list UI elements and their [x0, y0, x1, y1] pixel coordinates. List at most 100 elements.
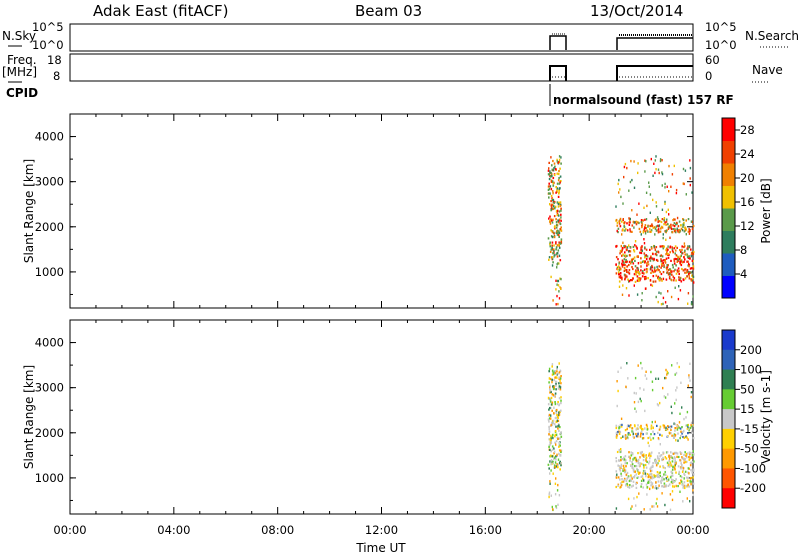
- scatter-point: [560, 219, 562, 222]
- scatter-point: [620, 425, 623, 428]
- scatter-point: [686, 410, 689, 414]
- scatter-point: [692, 275, 695, 279]
- scatter-point: [625, 228, 627, 231]
- scatter-point: [681, 432, 683, 435]
- scatter-point: [554, 441, 556, 444]
- scatter-point: [618, 220, 620, 223]
- scatter-point: [665, 457, 668, 460]
- scatter-point: [672, 479, 674, 482]
- scatter-point: [679, 437, 681, 440]
- nave-tick-top: 60: [705, 53, 720, 67]
- scatter-point: [661, 485, 664, 488]
- scatter-point: [649, 193, 652, 196]
- scatter-point: [645, 466, 648, 469]
- scatter-point: [549, 472, 551, 475]
- scatter-point: [553, 250, 555, 253]
- scatter-point: [645, 191, 648, 194]
- scatter-point: [647, 263, 650, 266]
- scatter-point: [649, 211, 651, 214]
- scatter-point: [552, 200, 555, 203]
- scatter-point: [687, 438, 689, 441]
- scatter-point: [637, 255, 639, 258]
- scatter-point: [641, 475, 644, 478]
- scatter-point: [645, 248, 648, 251]
- scatter-point: [653, 433, 656, 436]
- scatter-point: [551, 363, 554, 366]
- scatter-point: [549, 377, 552, 381]
- scatter-point: [675, 371, 678, 375]
- scatter-point: [648, 474, 650, 477]
- scatter-point: [658, 457, 660, 461]
- scatter-point: [644, 260, 646, 263]
- scatter-point: [548, 167, 550, 170]
- scatter-point: [692, 493, 694, 497]
- scatter-point: [558, 170, 560, 173]
- scatter-point: [627, 377, 629, 380]
- scatter-point: [555, 381, 558, 384]
- scatter-point: [641, 226, 643, 229]
- scatter-point: [637, 221, 639, 224]
- freq-trace-1: [549, 65, 567, 81]
- scatter-point: [668, 277, 671, 280]
- scatter-point: [655, 205, 658, 208]
- scatter-point: [558, 158, 561, 162]
- scatter-point: [554, 430, 557, 433]
- scatter-point: [684, 169, 687, 172]
- scatter-point: [647, 436, 649, 440]
- scatter-point: [632, 277, 634, 280]
- freq-tick-bottom: 8: [53, 69, 60, 83]
- scatter-point: [557, 214, 560, 217]
- scatter-point: [557, 234, 560, 237]
- scatter-point: [682, 182, 684, 185]
- scatter-point: [558, 188, 560, 192]
- scatter-point: [663, 478, 665, 481]
- scatter-point: [675, 478, 677, 481]
- scatter-point: [649, 469, 652, 473]
- scatter-point: [626, 484, 629, 487]
- scatter-point: [668, 276, 671, 279]
- scatter-point: [676, 269, 679, 272]
- colorbar-tick-label: 16: [740, 195, 755, 209]
- y-tick-label: 4000: [35, 130, 64, 144]
- scatter-point: [627, 271, 630, 274]
- scatter-point: [628, 189, 630, 192]
- scatter-point: [649, 279, 652, 282]
- scatter-point: [621, 480, 623, 484]
- scatter-point: [547, 169, 550, 172]
- scatter-point: [687, 485, 689, 488]
- scatter-point: [669, 273, 671, 276]
- scatter-point: [560, 402, 562, 405]
- scatter-point: [634, 259, 636, 262]
- scatter-point: [646, 262, 648, 265]
- scatter-point: [664, 200, 666, 204]
- scatter-point: [654, 227, 657, 230]
- scatter-point: [548, 258, 550, 261]
- scatter-point: [678, 228, 680, 232]
- scatter-point: [692, 295, 694, 298]
- scatter-point: [617, 370, 619, 373]
- scatter-point: [690, 271, 693, 274]
- scatter-point: [644, 374, 646, 377]
- scatter-point: [559, 286, 561, 289]
- scatter-point: [649, 478, 651, 481]
- scatter-point: [689, 271, 691, 274]
- scatter-point: [665, 229, 667, 233]
- scatter-point: [618, 468, 621, 471]
- scatter-point: [673, 435, 675, 438]
- scatter-point: [674, 249, 677, 252]
- scatter-point: [668, 457, 671, 460]
- scatter-point: [689, 166, 692, 170]
- scatter-point: [648, 454, 650, 457]
- scatter-point: [616, 224, 619, 227]
- scatter-point: [665, 484, 667, 487]
- scatter-point: [637, 262, 640, 265]
- scatter-point: [622, 480, 625, 483]
- scatter-point: [681, 406, 683, 409]
- scatter-point: [690, 480, 692, 483]
- scatter-point: [663, 245, 665, 248]
- scatter-point: [680, 250, 682, 253]
- scatter-point: [621, 259, 624, 262]
- colorbar-swatch: [722, 118, 735, 141]
- scatter-point: [557, 463, 559, 466]
- scatter-point: [548, 196, 550, 199]
